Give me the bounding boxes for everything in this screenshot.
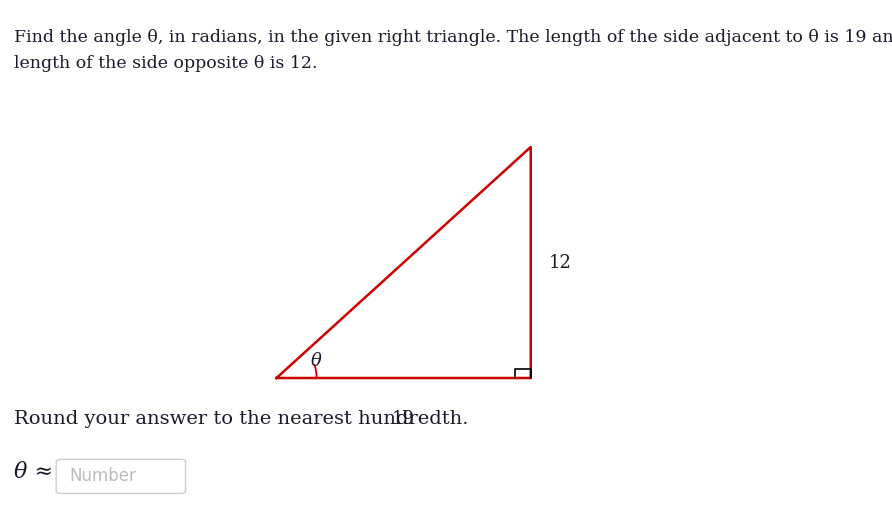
Text: θ ≈: θ ≈ xyxy=(14,461,54,484)
Text: θ: θ xyxy=(310,352,321,370)
Text: Number: Number xyxy=(70,467,136,485)
Text: Round your answer to the nearest hundredth.: Round your answer to the nearest hundred… xyxy=(14,410,469,427)
Text: length of the side opposite θ is 12.: length of the side opposite θ is 12. xyxy=(14,55,318,72)
Text: Find the angle θ, in radians, in the given right triangle. The length of the sid: Find the angle θ, in radians, in the giv… xyxy=(14,29,892,46)
Text: 19: 19 xyxy=(392,410,415,427)
Text: 12: 12 xyxy=(549,254,572,271)
FancyBboxPatch shape xyxy=(56,459,186,494)
